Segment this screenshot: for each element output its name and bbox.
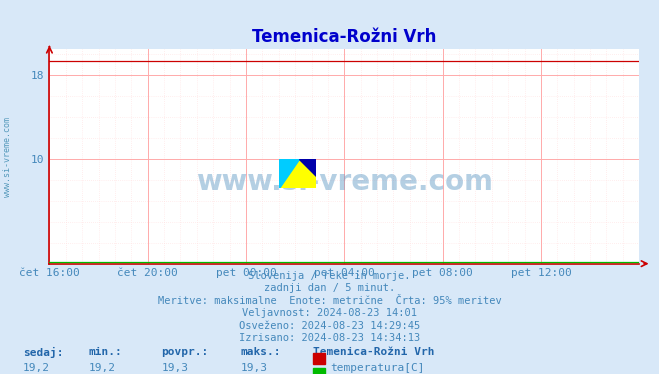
Text: maks.:: maks.: — [241, 347, 281, 357]
Text: temperatura[C]: temperatura[C] — [330, 363, 424, 373]
Text: www.si-vreme.com: www.si-vreme.com — [3, 117, 13, 197]
Text: Temenica-Rožni Vrh: Temenica-Rožni Vrh — [313, 347, 434, 357]
Text: sedaj:: sedaj: — [23, 347, 63, 358]
Text: 19,2: 19,2 — [23, 363, 50, 373]
Text: Meritve: maksimalne  Enote: metrične  Črta: 95% meritev: Meritve: maksimalne Enote: metrične Črta… — [158, 296, 501, 306]
Text: Slovenija / reke in morje.: Slovenija / reke in morje. — [248, 271, 411, 281]
Text: Osveženo: 2024-08-23 14:29:45: Osveženo: 2024-08-23 14:29:45 — [239, 321, 420, 331]
Text: Veljavnost: 2024-08-23 14:01: Veljavnost: 2024-08-23 14:01 — [242, 308, 417, 318]
Text: 19,3: 19,3 — [161, 363, 188, 373]
Text: 19,3: 19,3 — [241, 363, 268, 373]
Text: 19,2: 19,2 — [89, 363, 116, 373]
Polygon shape — [279, 159, 316, 188]
Polygon shape — [279, 159, 299, 188]
Title: Temenica-Rožni Vrh: Temenica-Rožni Vrh — [252, 28, 436, 46]
Text: Izrisano: 2024-08-23 14:34:13: Izrisano: 2024-08-23 14:34:13 — [239, 333, 420, 343]
Text: min.:: min.: — [89, 347, 123, 357]
Polygon shape — [299, 159, 316, 177]
Text: povpr.:: povpr.: — [161, 347, 209, 357]
Text: zadnji dan / 5 minut.: zadnji dan / 5 minut. — [264, 283, 395, 294]
Text: www.si-vreme.com: www.si-vreme.com — [196, 168, 493, 196]
